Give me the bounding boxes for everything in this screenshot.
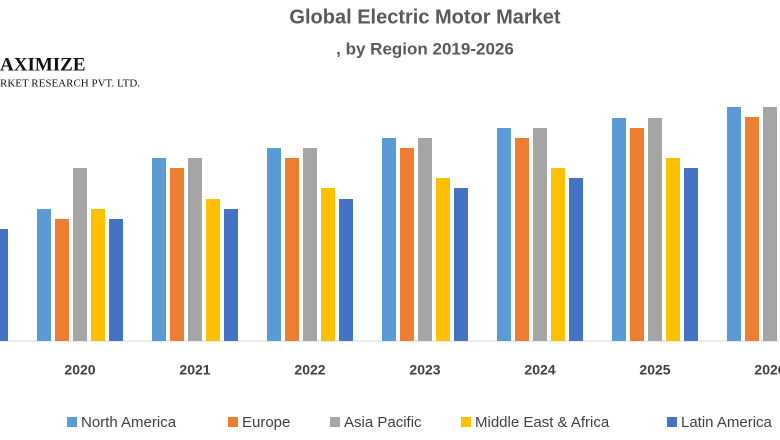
bar [224,209,238,341]
bar [55,219,69,341]
bar [152,158,166,341]
bar [285,158,299,341]
logo-name: AXIMIZE [0,54,86,75]
legend-label: Latin America [681,414,773,431]
bar [612,118,626,341]
bar [188,158,202,341]
bar [339,199,353,341]
bar [170,168,184,341]
legend-label: North America [81,414,177,431]
bar [630,128,644,341]
x-tick-label: 2026 [754,362,780,378]
bar [515,138,529,341]
bar [745,117,759,341]
bar [267,148,281,341]
bar [454,188,468,341]
legend-swatch [330,417,340,427]
bar [109,219,123,341]
legend-swatch [461,417,471,427]
legend-label: Europe [242,414,290,431]
bar [382,138,396,341]
legend-swatch [67,417,77,427]
bar [0,229,8,341]
bar [648,118,662,341]
bar [321,188,335,341]
bar [418,138,432,341]
bar [569,178,583,341]
logo-tagline: RKET RESEARCH PVT. LTD. [0,78,140,90]
chart-subtitle: , by Region 2019-2026 [336,39,514,58]
legend-label: Asia Pacific [344,414,422,431]
bar [436,178,450,341]
legend-swatch [228,417,238,427]
bar [37,209,51,341]
legend-label: Middle East & Africa [475,414,610,431]
bar [206,199,220,341]
x-tick-label: 2023 [409,362,440,378]
bar [400,148,414,341]
bar [684,168,698,341]
x-tick-label: 2021 [179,362,210,378]
bar [303,148,317,341]
bar [763,107,777,341]
bar [91,209,105,341]
bar [497,128,511,341]
x-tick-label: 2022 [294,362,325,378]
x-tick-label: 2024 [524,362,555,378]
bar [73,168,87,341]
bar [727,107,741,341]
legend-swatch [667,417,677,427]
x-tick-label: 2025 [639,362,670,378]
bar [551,168,565,341]
bar [666,158,680,341]
chart-title: Global Electric Motor Market [289,6,561,28]
x-tick-label: 2020 [64,362,95,378]
bar [533,128,547,341]
